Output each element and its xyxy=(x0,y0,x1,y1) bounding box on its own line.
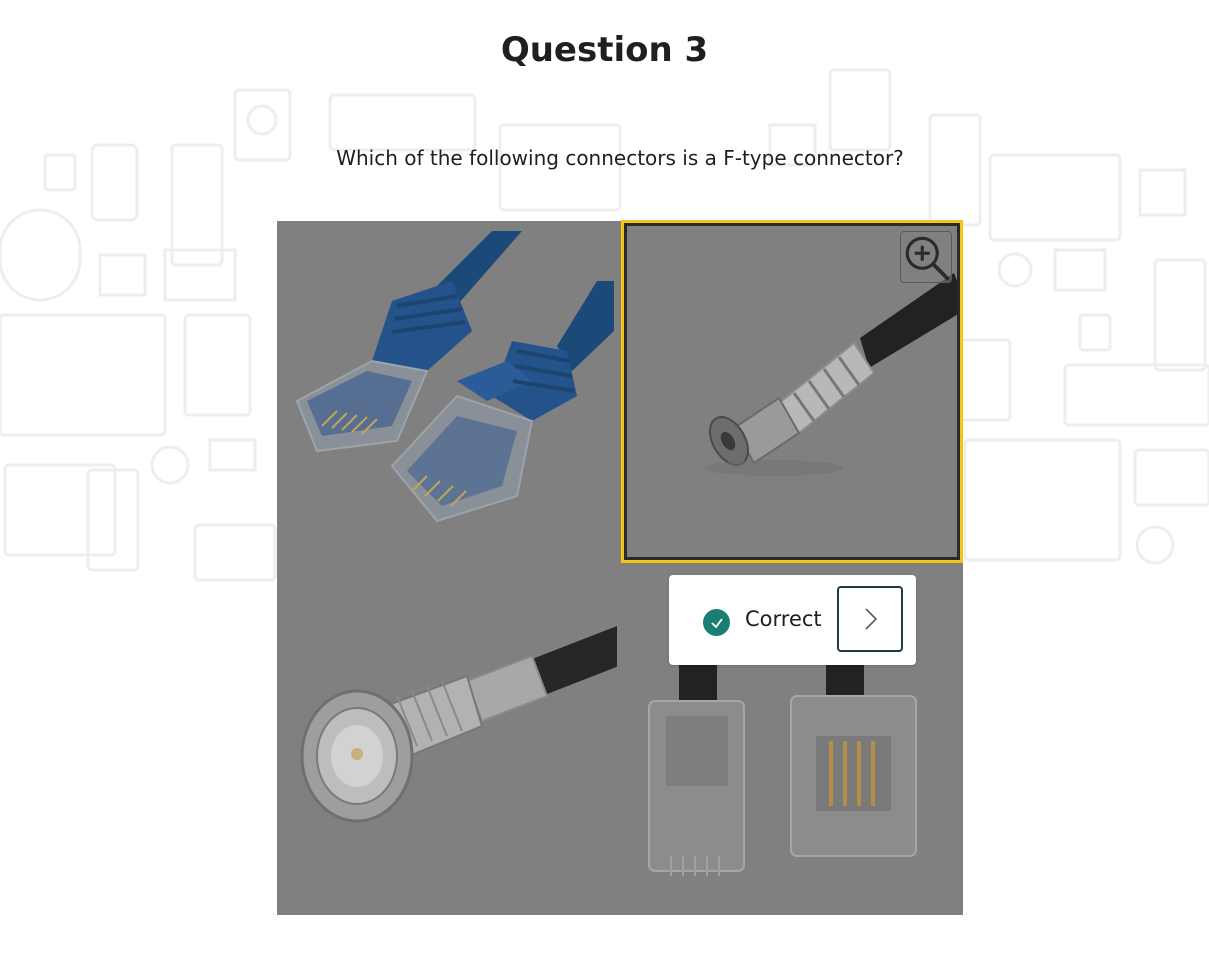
rj45-ethernet-connector-image xyxy=(277,221,617,563)
chevron-right-icon xyxy=(865,608,878,630)
feedback-popover: Correct xyxy=(669,575,916,665)
answer-image-grid xyxy=(277,220,963,915)
question-text: Which of the following connectors is a F… xyxy=(336,146,904,170)
bnc-connector-image xyxy=(277,566,617,915)
option-rj45-connector[interactable] xyxy=(277,221,617,563)
feedback-label: Correct xyxy=(745,607,822,631)
question-title: Question 3 xyxy=(500,30,709,70)
zoom-in-icon xyxy=(905,236,950,281)
option-bnc-connector[interactable] xyxy=(277,566,617,915)
next-button[interactable] xyxy=(837,586,903,652)
checkmark-icon xyxy=(703,609,730,636)
option-f-type-connector[interactable] xyxy=(621,220,963,563)
zoom-button[interactable] xyxy=(900,231,952,283)
